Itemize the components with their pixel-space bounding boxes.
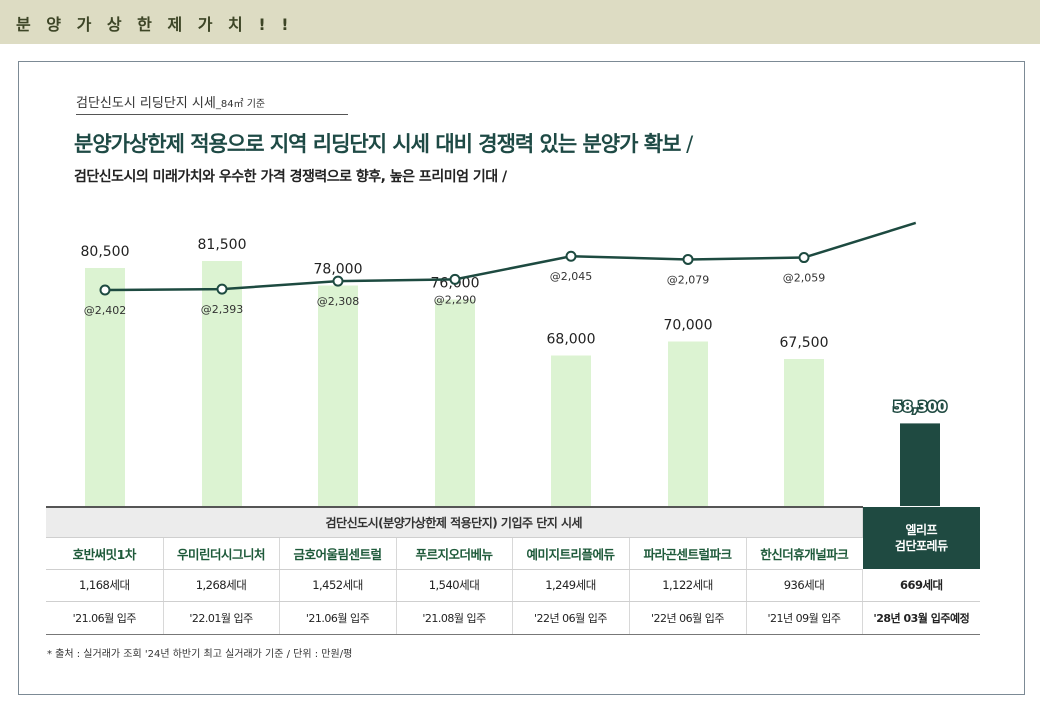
bar: [435, 299, 475, 506]
bar-value-label: 78,000: [314, 262, 363, 278]
source-footnote: * 출처 : 실거래가 조회 '24년 하반기 최고 실거래가 기준 / 단위 …: [47, 649, 353, 660]
households-cell: 1,268세대: [163, 569, 280, 602]
per-pyeong-label: @2,045: [550, 270, 593, 283]
per-pyeong-label: @2,402: [84, 304, 127, 317]
line-point: [216, 283, 228, 295]
chart-subtitle-text: 검단신도시 리딩단지 시세: [76, 96, 216, 111]
banner-title: 분 양 가 상 한 제 가 치 ! !: [16, 15, 294, 34]
households-cell: 1,540세대: [396, 569, 513, 602]
move-in-cell: '22.01월 입주: [163, 601, 280, 635]
line-point: [99, 284, 111, 296]
bar-value-label: 70,000: [664, 318, 713, 334]
bar: [202, 261, 242, 506]
bar: [85, 268, 125, 506]
complex-table: 검단신도시(분양가상한제 적용단지) 기입주 단지 시세 엘리프 검단포레듀 호…: [46, 506, 981, 635]
line-point: [798, 252, 810, 264]
bar-value-label: 67,500: [780, 335, 829, 351]
per-pyeong-label: @1,679: [899, 236, 942, 249]
per-pyeong-label: @2,059: [783, 272, 826, 285]
line-point: [449, 273, 461, 285]
content-frame: [18, 61, 1025, 695]
bar: [784, 359, 824, 506]
complex-name: 파라곤센트럴파크: [629, 537, 747, 570]
households-cell: 1,452세대: [279, 569, 397, 602]
move-in-cell: '21.06월 입주: [46, 601, 164, 635]
complex-name: 호반써밋1차: [46, 537, 164, 570]
highlight-name: 엘리프 검단포레듀: [894, 523, 948, 553]
tagline: 검단신도시의 미래가치와 우수한 가격 경쟁력으로 향후, 높은 프리미엄 기대…: [74, 169, 507, 185]
move-in-cell: '21.06월 입주: [279, 601, 397, 635]
top-banner: 분 양 가 상 한 제 가 치 ! !: [0, 0, 1040, 44]
headline: 분양가상한제 적용으로 지역 리딩단지 시세 대비 경쟁력 있는 분양가 확보 …: [74, 128, 693, 158]
complex-name: 금호어울림센트럴: [279, 537, 397, 570]
bar: [668, 341, 708, 506]
per-pyeong-label: @2,290: [434, 293, 477, 306]
households-cell: 1,249세대: [512, 569, 630, 602]
move-in-cell: '22년 06월 입주: [512, 601, 630, 635]
highlight-name-cell: 엘리프 검단포레듀: [862, 507, 981, 569]
table-caption: 검단신도시(분양가상한제 적용단지) 기입주 단지 시세: [46, 506, 863, 538]
per-pyeong-label: @2,079: [667, 273, 710, 286]
subtitle-underline: [76, 114, 348, 115]
bar-value-label: 81,500: [198, 237, 247, 253]
chart-subtitle-note: _84㎡ 기준: [215, 99, 266, 110]
households-cell: 1,168세대: [46, 569, 164, 602]
line-point: [565, 250, 577, 262]
move-in-cell: '21.08월 입주: [396, 601, 513, 635]
chart-subtitle: 검단신도시 리딩단지 시세_84㎡ 기준: [76, 92, 265, 111]
line-point: [915, 217, 925, 227]
complex-name: 우미린더시그니처: [163, 537, 280, 570]
households-cell-highlight: 669세대: [862, 569, 981, 602]
bar-value-label: 58,300: [893, 399, 947, 415]
per-pyeong-line: [104, 220, 921, 292]
bar-value-label: 68,000: [547, 332, 596, 348]
complex-name: 예미지트리플에듀: [512, 537, 630, 570]
bar: [551, 355, 591, 506]
line-point: [682, 253, 694, 265]
households-cell: 1,122세대: [629, 569, 747, 602]
per-pyeong-label: @2,393: [201, 303, 244, 316]
per-pyeong-label: @2,308: [317, 295, 360, 308]
move-in-cell-highlight: '28년 03월 입주예정: [862, 601, 981, 635]
bar-value-label: 80,500: [81, 244, 130, 260]
complex-name: 푸르지오더베뉴: [396, 537, 513, 570]
headline-mark: /: [680, 132, 693, 156]
households-cell: 936세대: [746, 569, 863, 602]
bar: [900, 423, 940, 506]
move-in-cell: '22년 06월 입주: [629, 601, 747, 635]
move-in-cell: '21년 09월 입주: [746, 601, 863, 635]
complex-name: 한신더휴개널파크: [746, 537, 863, 570]
line-point: [332, 275, 344, 287]
headline-text: 분양가상한제 적용으로 지역 리딩단지 시세 대비 경쟁력 있는 분양가 확보: [74, 132, 681, 156]
bar: [318, 285, 358, 506]
